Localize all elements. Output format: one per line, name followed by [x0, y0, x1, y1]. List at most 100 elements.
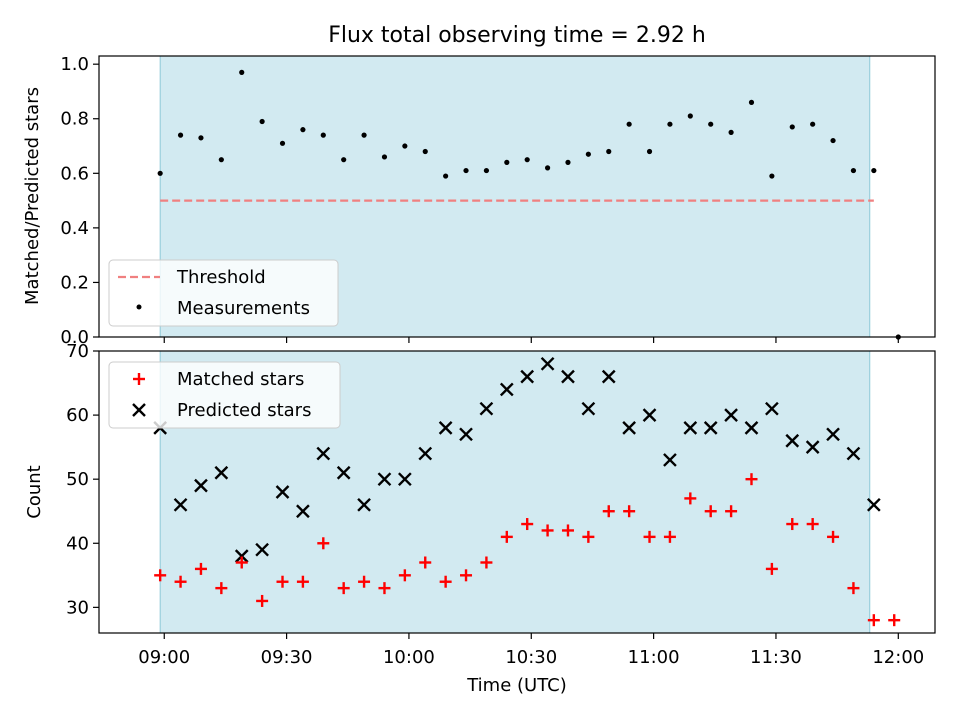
matched-stars-point	[704, 505, 717, 518]
measurement-point	[320, 132, 326, 138]
measurement-point	[443, 173, 449, 179]
xtick-label: 10:30	[505, 647, 557, 668]
measurement-point	[177, 132, 184, 138]
measurement-point	[748, 99, 755, 105]
measurement-point	[544, 165, 551, 171]
matched-stars-point	[623, 505, 636, 518]
predicted-stars-point	[316, 446, 331, 461]
predicted-stars-point	[520, 369, 535, 384]
measurement-point	[789, 124, 795, 130]
predicted-stars-point	[173, 497, 188, 512]
measurement-point	[463, 167, 469, 174]
measurement-point	[381, 154, 388, 160]
legend-predicted-swatch	[132, 403, 146, 417]
measurement-point	[585, 151, 591, 157]
matched-stars-point	[806, 518, 819, 531]
chart-title: Flux total observing time = 2.92 h	[328, 23, 706, 48]
matched-stars-point	[541, 524, 554, 537]
measurement-point	[483, 167, 490, 174]
xtick-label: 09:00	[138, 647, 190, 668]
predicted-stars-point	[296, 504, 310, 519]
predicted-stars-point	[581, 401, 596, 416]
legend-threshold-label: Threshold	[176, 267, 266, 288]
predicted-stars-point	[683, 421, 698, 435]
bottom-legend-box	[108, 361, 341, 429]
predicted-stars-point	[214, 465, 229, 480]
bottom-axis-ticks: 30 40 50 60 70 09:00 09:30 10:00 10:30 11:00 11:30…	[66, 341, 924, 668]
xtick-label: 09:30	[261, 647, 313, 668]
matched-stars-point	[582, 530, 595, 543]
measurement-point	[422, 148, 428, 155]
matched-stars-point	[765, 562, 778, 575]
predicted-stars-point	[744, 421, 759, 435]
matched-stars-point	[215, 582, 228, 595]
top-ytick-label: 0.0	[60, 327, 89, 348]
measurement-point	[810, 121, 816, 127]
legend-matched-swatch	[133, 373, 145, 385]
predicted-stars-point	[663, 453, 677, 467]
measurement-point	[524, 157, 530, 163]
predicted-stars-point	[866, 497, 881, 512]
matched-stars-point	[786, 518, 799, 531]
predicted-stars-point	[805, 440, 820, 454]
measurement-point	[850, 167, 857, 174]
predicted-stars-point	[479, 401, 494, 416]
matched-stars-point	[378, 582, 391, 595]
matched-stars-point	[358, 575, 371, 588]
top-ytick-label: 1.0	[60, 54, 89, 75]
x-axis-label: Time (UTC)	[466, 675, 567, 696]
measurement-point	[157, 170, 163, 176]
matched-stars-point	[154, 569, 167, 582]
top-axis-ticks: 0.0 0.2 0.4 0.6 0.8 1.0	[60, 54, 899, 348]
measurement-point	[218, 157, 224, 163]
predicted-stars-point	[765, 401, 779, 416]
measurement-point	[504, 159, 510, 165]
matched-stars-point	[725, 505, 738, 518]
predicted-stars-point	[785, 433, 800, 448]
top-ytick-label: 0.4	[60, 218, 89, 239]
top-ytick-label: 0.2	[60, 272, 89, 293]
predicted-stars-point	[826, 427, 840, 442]
top-legend: Threshold Measurements	[108, 259, 339, 327]
matched-stars-point	[235, 556, 248, 569]
measurement-point	[402, 143, 408, 149]
predicted-stars-point	[398, 472, 412, 487]
predicted-stars-series	[153, 356, 881, 563]
measurement-point	[279, 140, 286, 146]
matched-stars-point	[643, 530, 656, 543]
measurement-point	[646, 148, 653, 155]
matched-stars-point	[602, 505, 615, 518]
top-legend-box	[108, 259, 339, 327]
matched-stars-point	[480, 556, 493, 569]
bottom-ytick-label: 30	[66, 597, 89, 618]
measurement-point	[361, 132, 367, 138]
predicted-stars-point	[601, 369, 616, 384]
legend-measurements-label: Measurements	[177, 298, 310, 319]
matched-stars-point	[684, 492, 697, 505]
bottom-ytick-label: 40	[66, 533, 89, 554]
measurements-series	[157, 69, 901, 340]
matched-stars-point	[439, 575, 452, 588]
bottom-axes-frame	[98, 350, 936, 634]
xtick-label: 12:00	[872, 647, 924, 668]
matched-stars-point	[888, 614, 901, 627]
top-ytick-label: 0.6	[60, 163, 89, 184]
predicted-stars-point	[255, 542, 269, 557]
matched-stars-point	[500, 530, 513, 543]
matched-stars-point	[521, 518, 534, 531]
predicted-stars-point	[234, 549, 249, 563]
predicted-stars-point	[540, 356, 555, 371]
measurement-point	[198, 135, 204, 141]
xtick-label: 11:00	[628, 647, 680, 668]
matched-stars-point	[419, 556, 432, 569]
matched-stars-point	[827, 530, 840, 543]
bottom-ytick-label: 50	[66, 469, 89, 490]
predicted-stars-point	[622, 421, 636, 435]
matched-stars-point	[317, 537, 330, 550]
matched-stars-point	[460, 569, 473, 582]
measurement-point	[300, 127, 306, 133]
predicted-stars-point	[194, 478, 208, 493]
top-ytick-label: 0.8	[60, 109, 89, 130]
xtick-label: 11:30	[750, 647, 802, 668]
measurement-point	[259, 118, 265, 125]
